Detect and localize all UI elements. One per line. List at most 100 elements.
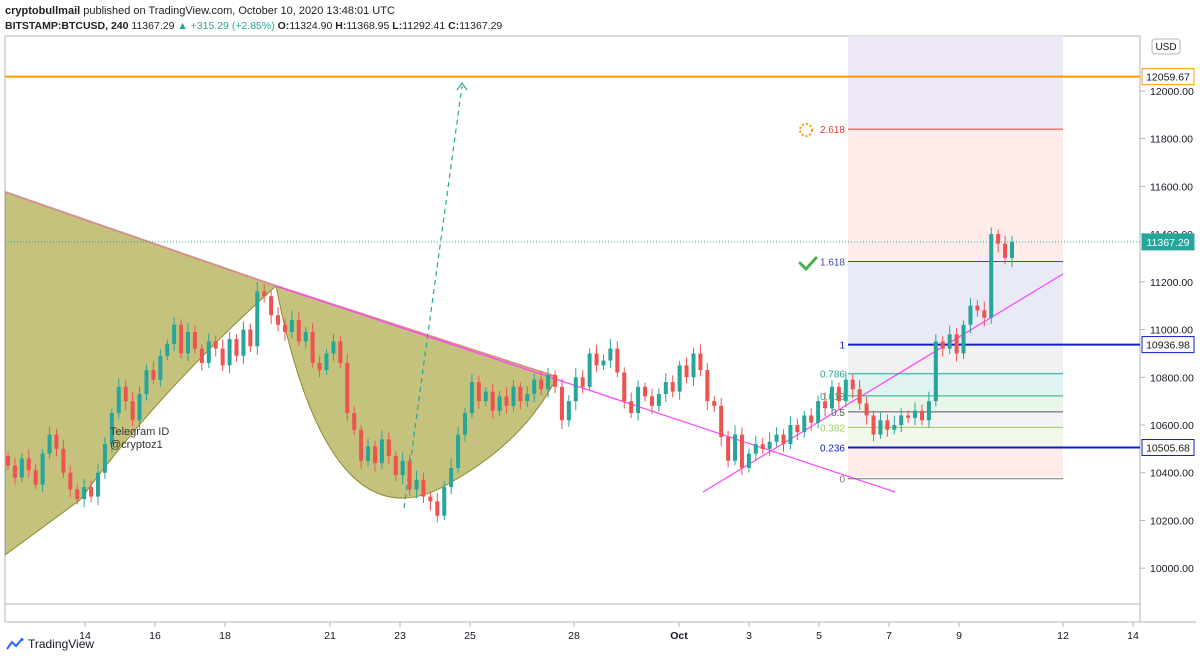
footer: TradingView — [6, 637, 94, 651]
ohlc-legend: BITSTAMP:BTCUSD, 240 11367.29 ▲ +315.29 … — [5, 20, 502, 32]
candle-body — [462, 413, 467, 435]
candle-body — [753, 444, 758, 454]
price-tag-label: 10505.68 — [1146, 443, 1190, 455]
fib-level-label: 0.5 — [831, 408, 845, 419]
candle-body — [269, 296, 274, 316]
y-tick-label: 10600.00 — [1150, 420, 1194, 432]
candle-body — [559, 386, 564, 421]
candle-body — [6, 456, 10, 466]
candle-body — [733, 434, 738, 461]
candle-body — [442, 487, 447, 516]
candle-body — [622, 372, 627, 402]
x-tick-label: 18 — [219, 630, 231, 642]
candle-body — [719, 405, 724, 437]
candle-body — [255, 291, 260, 347]
y-tick-label: 10400.00 — [1150, 468, 1194, 480]
candle-body — [359, 429, 364, 461]
candle-body — [172, 324, 177, 344]
candle-body — [940, 341, 945, 349]
candle-body — [386, 439, 391, 457]
left-pattern-shape — [5, 191, 277, 556]
x-tick-label: 7 — [886, 630, 892, 642]
candle-body — [947, 334, 952, 349]
candle-body — [677, 365, 682, 392]
x-tick-label: 21 — [324, 630, 336, 642]
candle-body — [601, 360, 606, 366]
fib-level-label: 0.236 — [820, 444, 845, 455]
candle-body — [795, 425, 800, 433]
candle-body — [227, 339, 232, 366]
candle-body — [317, 362, 322, 371]
candle-body — [289, 320, 294, 332]
candle-body — [684, 365, 689, 378]
price-tag-box — [1141, 439, 1195, 457]
publish-info: cryptobullmail published on TradingView.… — [5, 5, 395, 17]
candle-body — [109, 413, 114, 445]
candle-body — [116, 386, 121, 414]
candle-body — [864, 403, 869, 416]
candle-body — [165, 343, 170, 356]
candle-body — [809, 415, 814, 423]
fib-zone-top — [848, 36, 1063, 128]
candle-body — [913, 410, 918, 418]
candle-body — [802, 415, 807, 433]
candle-body — [469, 382, 474, 414]
candle-body — [843, 379, 848, 402]
candle-body — [19, 458, 24, 478]
candle-body — [276, 315, 281, 325]
candle-body — [338, 341, 343, 363]
price-tag-box — [1141, 233, 1195, 251]
x-tick-label: 12 — [1057, 630, 1069, 642]
candle-body — [476, 382, 481, 402]
candle-body — [379, 439, 384, 464]
candle-body — [691, 353, 696, 378]
tradingview-brand[interactable]: TradingView — [28, 637, 95, 651]
candle-body — [525, 393, 530, 402]
candle-body — [33, 470, 38, 485]
candle-body — [130, 401, 135, 421]
candle-body — [663, 382, 668, 394]
candle-body — [296, 320, 301, 342]
candle-body — [96, 472, 101, 497]
price-tag-label: 10936.98 — [1146, 340, 1190, 352]
candle-body — [857, 389, 862, 404]
candle-body — [282, 324, 287, 332]
candle-body — [919, 410, 924, 421]
currency-badge[interactable] — [1151, 38, 1181, 55]
fib-level-label: 0 — [839, 475, 845, 486]
x-tick-label: 9 — [956, 630, 962, 642]
candle-body — [234, 339, 239, 356]
candle-body — [580, 377, 585, 387]
candle-body — [975, 305, 980, 311]
fib-zone-1618 — [848, 261, 1063, 343]
time-axis[interactable]: 14 16 18 21 23 25 28 Oct 3 5 7 9 12 14 — [79, 622, 1139, 642]
candle-body — [739, 434, 744, 468]
candle-body — [407, 460, 412, 490]
candle-body — [885, 420, 890, 430]
candle-body — [421, 479, 426, 497]
x-tick-label: 23 — [394, 630, 406, 642]
low-label: L: — [392, 20, 403, 32]
close-value: 11367.29 — [459, 20, 503, 32]
price-axis[interactable]: 10000.00 10200.00 10400.00 10600.00 10800.00… — [1140, 86, 1194, 575]
price-tag-box — [1141, 336, 1195, 354]
candle-body — [248, 329, 253, 347]
y-tick-label: 11600.00 — [1150, 181, 1193, 193]
candle-body — [393, 456, 398, 476]
fib-zone-2618 — [848, 128, 1063, 261]
last-price: 11367.29 — [131, 20, 175, 32]
candle-body — [989, 234, 994, 318]
low-value: 11292.41 — [402, 20, 446, 32]
candle-body — [144, 370, 149, 394]
open-value: 11324.90 — [289, 20, 333, 32]
candle-body — [553, 374, 558, 387]
candle-body — [497, 396, 502, 411]
publisher-name[interactable]: cryptobullmail — [5, 5, 81, 17]
candle-body — [608, 348, 613, 361]
candle-body — [158, 355, 163, 380]
candle-body — [186, 331, 191, 354]
candle-body — [206, 341, 211, 363]
candle-body — [670, 382, 675, 392]
fib-level-label: 0.786 — [820, 370, 845, 381]
